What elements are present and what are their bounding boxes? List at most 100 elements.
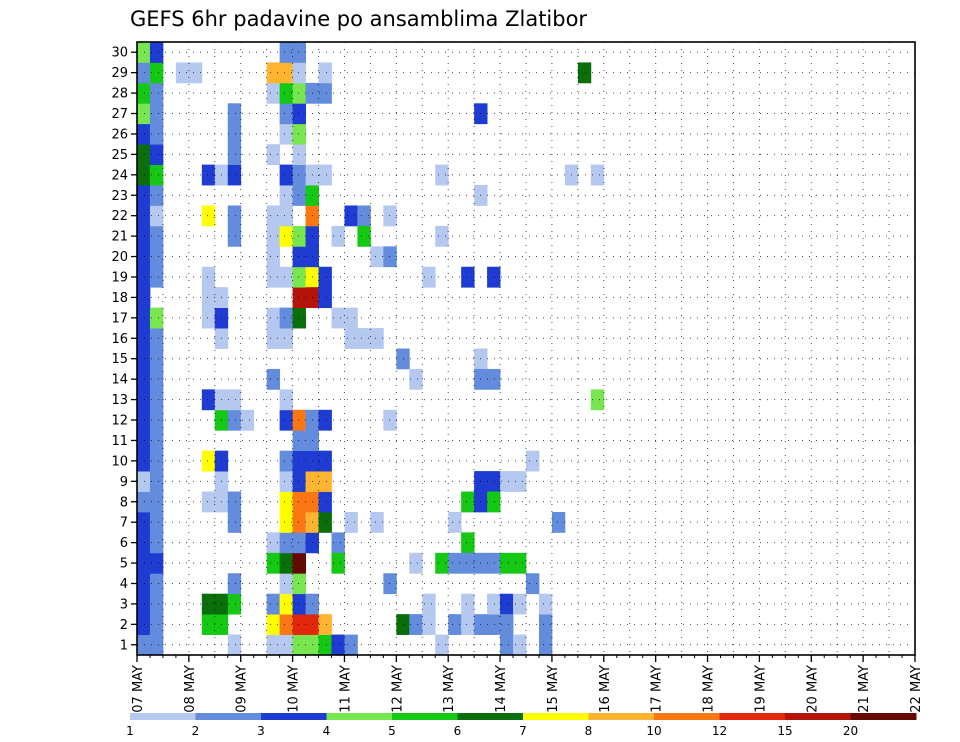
heatmap-cell (137, 450, 151, 472)
heatmap-cell (227, 634, 242, 656)
heatmap-cell (279, 471, 293, 492)
heatmap-cell (279, 491, 293, 513)
heatmap-cell (137, 430, 151, 452)
x-tick-label: 09 MAY (235, 665, 250, 713)
heatmap-cell (279, 123, 293, 145)
heatmap-cell (149, 103, 164, 125)
heatmap-cell (409, 552, 423, 574)
heatmap-cell (318, 82, 332, 104)
heatmap-cell (500, 471, 514, 492)
heatmap-cell (201, 614, 216, 635)
heatmap-cell (137, 573, 151, 595)
legend-label: 20 (843, 724, 858, 738)
heatmap-cell (500, 634, 514, 656)
heatmap-cell (201, 205, 216, 227)
heatmap-cell (448, 552, 462, 574)
heatmap-cell (292, 42, 306, 63)
heatmap-cell (577, 62, 592, 84)
heatmap-cell (149, 491, 164, 513)
heatmap-cell (201, 307, 216, 329)
heatmap-cell (292, 103, 306, 125)
y-tick-label: 19 (111, 270, 128, 285)
y-tick-label: 27 (111, 107, 128, 122)
heatmap-cell (149, 471, 164, 492)
legend-label: 12 (712, 724, 727, 738)
heatmap-cell (487, 614, 501, 635)
heatmap-cell (227, 511, 242, 533)
x-tick-label: 08 MAY (183, 665, 198, 713)
heatmap-cell (383, 246, 397, 268)
heatmap-cell (318, 491, 332, 513)
heatmap-cell (137, 328, 151, 349)
heatmap-cell (279, 225, 293, 247)
heatmap-cell (551, 511, 566, 533)
x-tick-label: 13 MAY (442, 665, 457, 713)
heatmap-cell (487, 368, 501, 390)
heatmap-cell (149, 123, 164, 145)
heatmap-cell (422, 593, 436, 615)
heatmap-cell (318, 164, 332, 186)
heatmap-cell (149, 225, 164, 247)
heatmap-cell (383, 573, 397, 595)
heatmap-cell (538, 614, 553, 635)
heatmap-cell (331, 634, 345, 656)
y-tick-label: 5 (120, 557, 128, 572)
heatmap-cell (487, 552, 501, 574)
heatmap-cell (292, 593, 306, 615)
y-tick-label: 15 (111, 352, 128, 367)
heatmap-cell (292, 62, 306, 84)
heatmap-cell (137, 634, 151, 656)
x-tick-label: 17 MAY (650, 665, 665, 713)
heatmap-cell (266, 593, 281, 615)
heatmap-cell (292, 634, 306, 656)
heatmap-cell (538, 593, 553, 615)
heatmap-cell (149, 42, 164, 63)
x-tick-label: 12 MAY (390, 665, 405, 713)
heatmap-cell (383, 205, 397, 227)
y-tick-label: 25 (111, 148, 128, 163)
heatmap-cell (538, 634, 553, 656)
chart-title: GEFS 6hr padavine po ansamblima Zlatibor (130, 7, 587, 31)
y-tick-label: 24 (111, 168, 128, 183)
heatmap-cell (279, 409, 293, 431)
heatmap-cell (149, 185, 164, 206)
heatmap-cell (137, 246, 151, 268)
heatmap-cell (266, 634, 281, 656)
heatmap-cell (370, 511, 384, 533)
legend-swatch (719, 713, 786, 720)
heatmap-cell (292, 225, 306, 247)
heatmap-cell (279, 532, 293, 554)
heatmap-cell (292, 409, 306, 431)
heatmap-cell (149, 593, 164, 615)
heatmap-cell (487, 266, 501, 288)
heatmap-cell (331, 307, 345, 329)
heatmap-cell (137, 368, 151, 390)
heatmap-cell (344, 205, 358, 227)
heatmap-cell (149, 205, 164, 227)
x-tick-label: 22 MAY (909, 665, 924, 713)
heatmap-cell (149, 430, 164, 452)
heatmap-cell (137, 185, 151, 206)
heatmap-cell (149, 328, 164, 349)
heatmap-cell (201, 389, 216, 411)
x-tick-label: 07 MAY (131, 665, 146, 713)
heatmap-cells (137, 42, 605, 656)
heatmap-cell (149, 246, 164, 268)
heatmap-cell (137, 123, 151, 145)
legend-label: 3 (257, 724, 265, 738)
y-tick-label: 30 (111, 46, 128, 61)
heatmap-cell (292, 82, 306, 104)
heatmap-cell (149, 307, 164, 329)
heatmap-cell (292, 144, 306, 165)
heatmap-cell (461, 532, 475, 554)
heatmap-cell (487, 593, 501, 615)
y-tick-label: 20 (111, 250, 128, 265)
heatmap-cell (292, 430, 306, 452)
heatmap-cell (526, 450, 540, 472)
heatmap-cell (461, 266, 475, 288)
y-tick-label: 17 (111, 311, 128, 326)
heatmap-cell (188, 62, 203, 84)
legend-swatch (326, 713, 393, 720)
heatmap-cell (279, 552, 293, 574)
legend-label: 4 (323, 724, 331, 738)
